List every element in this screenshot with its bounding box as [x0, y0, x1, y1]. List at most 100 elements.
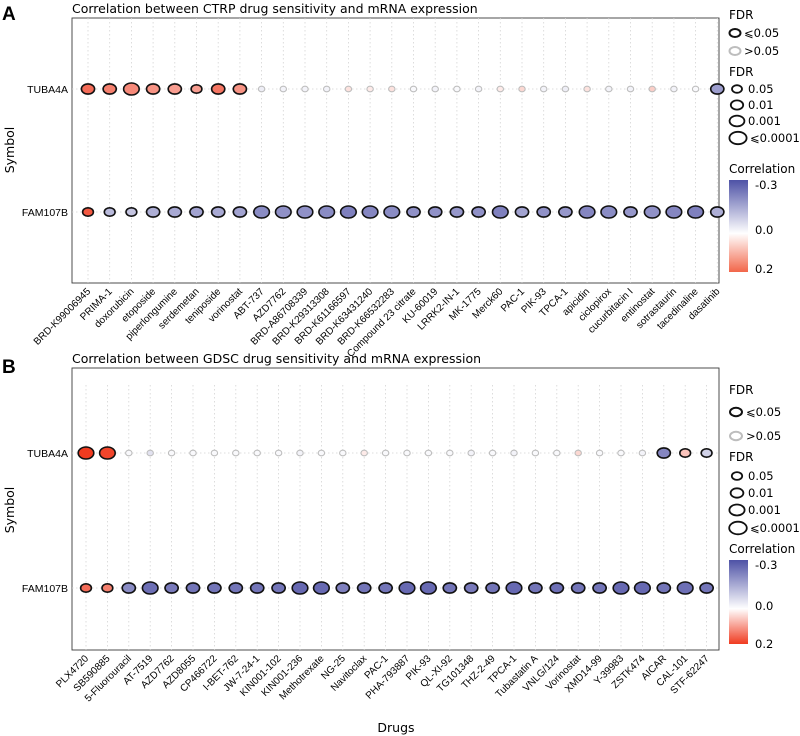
- panel-a-legend-size-3: [728, 114, 746, 128]
- panel-b-point-tuba4a: [317, 449, 326, 457]
- panel-a-legend: FDR ⩽0.05 >0.05 FDR 0.05 0.01 0.001 ⩽0.0…: [728, 8, 800, 276]
- panel-a-point-fam107b: [558, 206, 573, 218]
- panel-b-point-fam107b: [549, 582, 565, 594]
- panel-a-legend-sig-label: ⩽0.05: [744, 26, 779, 40]
- panel-a-colorbar-tick-2: 0.0: [755, 223, 773, 237]
- panel-a-point-fam107b: [339, 205, 358, 219]
- panel-b-point-tuba4a: [656, 447, 672, 459]
- panel-a-point-tuba4a: [453, 85, 461, 93]
- panel-b-point-tuba4a: [488, 449, 497, 457]
- panel-b-row-labels: TUBA4A FAM107B: [22, 448, 68, 595]
- panel-b-point-tuba4a: [146, 449, 154, 457]
- panel-b-point-fam107b: [335, 582, 351, 594]
- panel-b-colorbar: [729, 560, 748, 644]
- panel-b-point-fam107b: [463, 582, 479, 594]
- panel-a-point-tuba4a: [583, 85, 591, 93]
- panel-a-point-tuba4a: [145, 83, 161, 95]
- panel-a-point-fam107b: [643, 205, 661, 219]
- panel-b-colorbar-tick-1: -0.3: [755, 558, 777, 572]
- panel-b-legend-sig-marker: [729, 406, 743, 418]
- panel-b-legend-corr-title: Correlation: [729, 542, 795, 556]
- panel-a-point-fam107b: [427, 206, 443, 218]
- panel-b-plot-frame: [71, 367, 720, 651]
- panel-b-legend-nonsig-label: >0.05: [746, 429, 781, 443]
- panel-a-point-fam107b: [514, 206, 530, 218]
- panel-b-point-fam107b: [699, 582, 714, 594]
- panel-b-point-tuba4a: [339, 449, 347, 457]
- panel-a-point-fam107b: [686, 205, 705, 219]
- panel-b-legend-size-1: [730, 471, 744, 481]
- panel-b-point-fam107b: [249, 582, 265, 594]
- panel-b-point-fam107b: [228, 582, 244, 594]
- panel-b-letter: B: [2, 357, 16, 378]
- panel-a-point-fam107b: [709, 206, 725, 218]
- panel-b-point-fam107b: [291, 581, 309, 595]
- panel-b-point-fam107b: [592, 582, 607, 594]
- panel-a-legend-size-1-label: 0.05: [748, 82, 774, 96]
- panel-a-point-fam107b: [232, 206, 248, 218]
- panel-b-point-fam107b: [121, 582, 137, 594]
- panel-b-point-tuba4a: [446, 449, 454, 457]
- panel-a-legend-size-1: [731, 84, 743, 94]
- panel-b-point-tuba4a: [232, 449, 240, 457]
- panel-a-point-fam107b: [189, 206, 204, 218]
- panel-b-point-tuba4a: [595, 449, 604, 457]
- panel-b-point-tuba4a: [98, 446, 116, 460]
- panel-b-legend-size-3-label: 0.001: [748, 503, 781, 517]
- panel-b-point-tuba4a: [403, 449, 411, 457]
- panel-b-point-fam107b: [633, 581, 652, 595]
- panel-b-point-tuba4a: [678, 447, 692, 458]
- panel-b-point-fam107b: [356, 582, 372, 594]
- panel-b-point-tuba4a: [574, 449, 582, 457]
- panel-b-point-fam107b: [141, 581, 159, 595]
- panel-b-y-axis-label: Symbol: [2, 487, 17, 534]
- panel-a-point-tuba4a: [366, 85, 374, 93]
- panel-a-legend-size-4: [728, 130, 748, 146]
- panel-b-legend-size-2-label: 0.01: [748, 486, 774, 500]
- panel-a-legend-nonsig-label: >0.05: [744, 44, 779, 58]
- panel-b-legend-size-2: [729, 487, 745, 499]
- panel-b-point-tuba4a: [617, 449, 625, 457]
- panel-b-point-tuba4a: [167, 449, 176, 457]
- panel-a-legend-size-4-label: ⩽0.0001: [750, 131, 800, 145]
- panel-a-point-tuba4a: [670, 85, 678, 93]
- panel-b-point-tuba4a: [253, 449, 261, 457]
- panel-a-point-fam107b: [491, 205, 509, 219]
- panel-a-point-tuba4a: [232, 83, 248, 95]
- panel-a-point-tuba4a: [691, 85, 700, 93]
- panel-a-y-axis-label: Symbol: [2, 127, 17, 174]
- panel-b-title: Correlation between GDSC drug sensitivit…: [72, 351, 481, 366]
- panel-a-point-fam107b: [296, 205, 314, 219]
- panel-b-legend-nonsig-marker: [729, 430, 743, 442]
- panel-a-point-tuba4a: [496, 85, 505, 93]
- panel-b-point-fam107b: [676, 581, 694, 595]
- panel-b-point-fam107b: [485, 582, 500, 594]
- panel-a-x-tick-labels: BRD-K99006945PRIMA-1doxorubicinetoposide…: [32, 286, 723, 360]
- panel-a-legend-fdr-size-title: FDR: [729, 65, 753, 79]
- panel-a-point-tuba4a: [122, 82, 140, 96]
- panel-b-x-tick-labels: PLX4720SB5908855-FluorouracilAT-7519AZD7…: [54, 653, 712, 704]
- panel-a-colorbar: [729, 180, 748, 272]
- panel-a-point-tuba4a: [257, 85, 266, 93]
- panel-b-point-fam107b: [312, 581, 331, 595]
- panel-a-point-fam107b: [274, 205, 292, 219]
- panel-b-point-fam107b: [419, 581, 438, 595]
- panel-b-point-tuba4a: [274, 449, 283, 457]
- panel-a-point-fam107b: [383, 205, 401, 219]
- panel-b-point-tuba4a: [381, 449, 390, 457]
- panel-b-point-fam107b: [570, 582, 586, 594]
- panel-a: A Correlation between CTRP drug sensitiv…: [2, 1, 800, 360]
- panel-b-legend-fdr-size-title: FDR: [729, 450, 753, 464]
- panel-a-colorbar-tick-1: -0.3: [755, 178, 777, 192]
- panel-a-row-label-tuba4a: TUBA4A: [27, 84, 68, 96]
- panel-b-point-tuba4a: [125, 449, 133, 457]
- panel-b-point-tuba4a: [553, 449, 561, 457]
- panel-a-point-fam107b: [449, 206, 465, 218]
- panel-a-row-labels: TUBA4A FAM107B: [22, 84, 68, 219]
- panel-a-points: [80, 82, 725, 219]
- panel-a-point-tuba4a: [210, 83, 226, 95]
- panel-a-legend-corr-title: Correlation: [729, 162, 795, 176]
- panel-a-point-tuba4a: [344, 85, 353, 93]
- panel-b-point-tuba4a: [296, 449, 304, 457]
